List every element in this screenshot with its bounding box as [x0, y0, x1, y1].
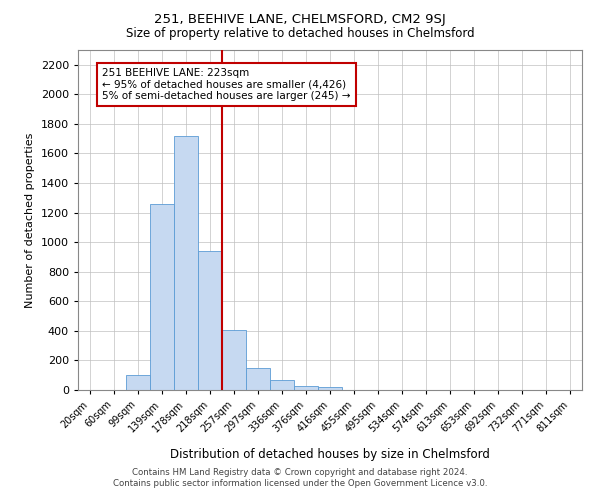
Bar: [246, 368, 270, 390]
Bar: [270, 380, 294, 390]
Bar: [126, 375, 150, 390]
Bar: [318, 387, 342, 390]
Text: 251 BEEHIVE LANE: 223sqm
← 95% of detached houses are smaller (4,426)
5% of semi: 251 BEEHIVE LANE: 223sqm ← 95% of detach…: [102, 68, 350, 101]
Bar: [150, 204, 174, 390]
Bar: [222, 330, 246, 390]
Text: Size of property relative to detached houses in Chelmsford: Size of property relative to detached ho…: [125, 28, 475, 40]
Text: Contains HM Land Registry data © Crown copyright and database right 2024.
Contai: Contains HM Land Registry data © Crown c…: [113, 468, 487, 487]
Bar: [174, 136, 198, 390]
Text: 251, BEEHIVE LANE, CHELMSFORD, CM2 9SJ: 251, BEEHIVE LANE, CHELMSFORD, CM2 9SJ: [154, 12, 446, 26]
X-axis label: Distribution of detached houses by size in Chelmsford: Distribution of detached houses by size …: [170, 448, 490, 461]
Bar: [198, 251, 222, 390]
Bar: [294, 386, 318, 390]
Y-axis label: Number of detached properties: Number of detached properties: [25, 132, 35, 308]
